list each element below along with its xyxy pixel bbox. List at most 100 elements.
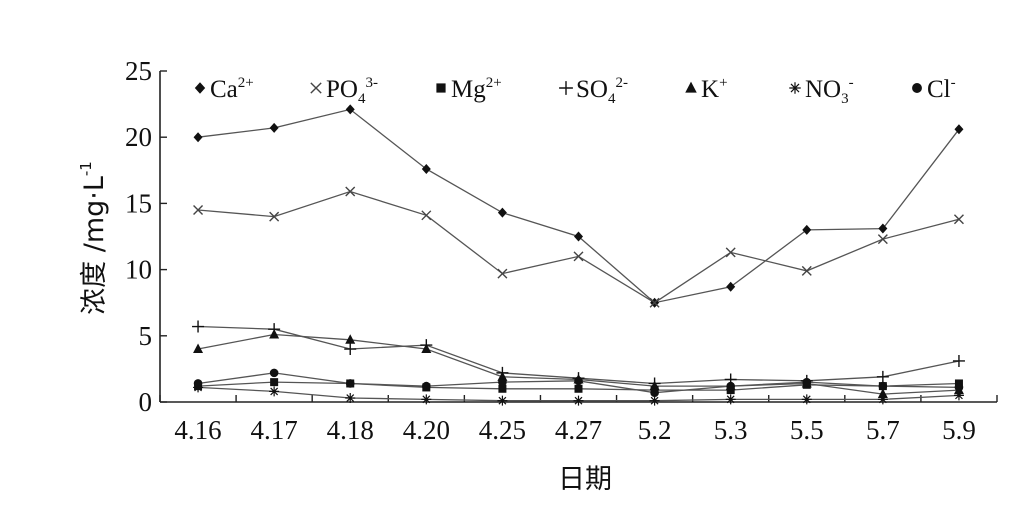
- data-point-cl: [422, 381, 431, 391]
- x-tick-label: 4.27: [555, 415, 602, 445]
- data-point-ca: [726, 281, 736, 292]
- data-point-cl: [269, 368, 279, 378]
- y-tick-label: 20: [125, 122, 152, 152]
- data-point-no: [953, 390, 964, 401]
- x-tick-label: 5.5: [790, 415, 824, 445]
- data-point-k: [649, 380, 660, 391]
- y-tick-label: 0: [139, 387, 153, 417]
- data-point-mg: [574, 384, 583, 393]
- data-point-k: [497, 371, 508, 381]
- data-point-cl: [650, 388, 659, 398]
- data-point-ca: [193, 132, 203, 143]
- data-point-cl: [802, 377, 812, 387]
- data-point-ca: [421, 163, 431, 174]
- x-tick-label: 5.2: [638, 415, 672, 445]
- data-point-no: [421, 394, 432, 405]
- legend-marker-k: [685, 81, 697, 93]
- data-point-so: [344, 343, 357, 356]
- data-point-cl: [574, 376, 583, 386]
- legend-marker-po: [310, 82, 322, 94]
- y-axis-title: 浓度 /mg·L: [79, 176, 110, 315]
- data-point-ca: [954, 124, 964, 135]
- x-tick-label: 4.17: [251, 415, 298, 445]
- data-point-no: [649, 395, 660, 406]
- x-tick-label: 4.20: [403, 415, 450, 445]
- legend-marker-cl: [912, 83, 922, 93]
- x-tick-label: 5.7: [866, 415, 900, 445]
- data-point-no: [573, 395, 584, 406]
- data-point-po: [345, 186, 356, 197]
- legend-marker-mg: [436, 83, 446, 93]
- legend-item-so: SO42-: [576, 75, 628, 107]
- legend-item-cl: Cl-: [927, 75, 956, 103]
- data-point-so: [192, 320, 205, 333]
- data-point-po: [877, 234, 888, 245]
- data-point-mg: [498, 384, 507, 393]
- legend-marker-so: [559, 81, 573, 95]
- data-point-k: [269, 328, 280, 339]
- y-tick-label: 5: [139, 321, 153, 351]
- data-point-no: [497, 395, 508, 406]
- data-point-cl: [954, 383, 964, 392]
- data-point-ca: [802, 224, 812, 235]
- series-markers: [192, 104, 965, 406]
- data-point-po: [421, 210, 432, 221]
- data-point-k: [421, 343, 432, 354]
- data-point-ca: [345, 104, 355, 115]
- y-tick-label: 15: [125, 188, 152, 218]
- legend-item-mg: Mg2+: [451, 75, 502, 103]
- data-point-no: [725, 394, 736, 405]
- data-point-ca: [497, 207, 507, 218]
- data-point-mg: [270, 378, 279, 387]
- data-point-ca: [878, 223, 888, 234]
- data-point-po: [801, 265, 812, 276]
- data-point-po: [953, 214, 964, 225]
- x-tick-label: 4.18: [327, 415, 374, 445]
- data-point-cl: [345, 379, 355, 388]
- legend-item-k: K+: [701, 75, 728, 103]
- data-point-no: [345, 393, 356, 404]
- data-point-ca: [269, 122, 279, 133]
- y-axis-ticks: 0 5 10 15 20 25: [125, 56, 167, 417]
- data-point-po: [725, 247, 736, 258]
- data-point-k: [193, 343, 204, 354]
- legend: Ca2+ PO43- Mg2+ SO42- K+ NO3- Cl-: [194, 75, 956, 107]
- data-point-ca: [574, 231, 583, 242]
- x-axis-title: 日期: [558, 464, 612, 495]
- data-point-cl: [726, 381, 735, 391]
- data-point-po: [649, 297, 660, 308]
- data-point-po: [193, 205, 204, 216]
- data-point-so: [952, 354, 965, 367]
- data-point-po: [497, 268, 508, 279]
- legend-item-no: NO3-: [805, 75, 854, 107]
- data-point-no: [877, 394, 888, 405]
- x-tick-label: 4.16: [174, 415, 221, 445]
- data-point-no: [801, 394, 812, 405]
- data-point-cl: [498, 377, 507, 387]
- x-tick-label: 5.9: [942, 415, 976, 445]
- legend-marker-ca: [194, 82, 206, 94]
- data-point-cl: [193, 379, 203, 388]
- y-axis-title-exponent: -1: [77, 161, 95, 176]
- legend-item-po: PO43-: [326, 75, 378, 107]
- data-point-so: [876, 370, 889, 383]
- svg-text:浓度 /mg·L-1: 浓度 /mg·L-1: [77, 161, 110, 315]
- data-point-no: [269, 386, 280, 397]
- x-tick-label: 4.25: [479, 415, 526, 445]
- series-line-ca: [197, 108, 960, 304]
- legend-marker-no: [789, 82, 801, 94]
- series-line-po: [197, 190, 960, 304]
- x-tick-label: 5.3: [714, 415, 748, 445]
- y-tick-label: 10: [125, 255, 152, 285]
- data-point-k: [877, 388, 888, 399]
- x-axis-ticks: 4.16 4.17 4.18 4.20 4.25 4.27 5.2 5.3 5.5 5.7 5.9: [159, 395, 998, 445]
- data-point-po: [269, 211, 280, 222]
- y-tick-label: 25: [125, 56, 152, 86]
- legend-item-ca: Ca2+: [210, 75, 254, 103]
- data-point-po: [573, 251, 584, 262]
- series-lines: [197, 108, 960, 402]
- data-point-cl: [878, 381, 888, 391]
- data-point-k: [345, 334, 356, 344]
- y-axis-title-group: 浓度 /mg·L-1: [77, 161, 110, 315]
